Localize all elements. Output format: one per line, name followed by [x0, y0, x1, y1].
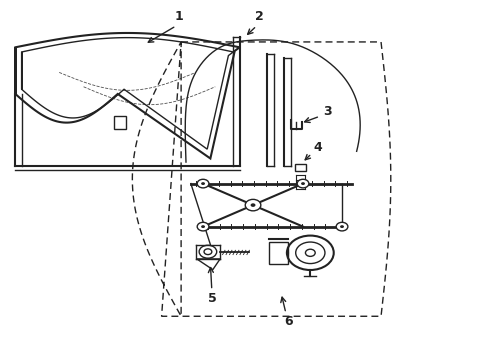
- Text: 6: 6: [284, 315, 292, 328]
- Circle shape: [305, 249, 315, 256]
- Circle shape: [297, 179, 308, 188]
- Text: 3: 3: [323, 105, 331, 118]
- Text: 5: 5: [208, 292, 217, 305]
- Circle shape: [250, 203, 255, 207]
- Circle shape: [201, 182, 204, 185]
- Text: 4: 4: [313, 141, 322, 154]
- Circle shape: [339, 225, 343, 228]
- Bar: [268, 242, 288, 264]
- Circle shape: [335, 222, 347, 231]
- Bar: [294, 164, 306, 171]
- Circle shape: [286, 235, 333, 270]
- Circle shape: [201, 225, 204, 228]
- Circle shape: [301, 182, 305, 185]
- Bar: [114, 116, 126, 129]
- Circle shape: [197, 222, 208, 231]
- Circle shape: [244, 199, 260, 211]
- Text: 2: 2: [254, 10, 263, 23]
- Text: 1: 1: [174, 10, 183, 23]
- Circle shape: [197, 179, 208, 188]
